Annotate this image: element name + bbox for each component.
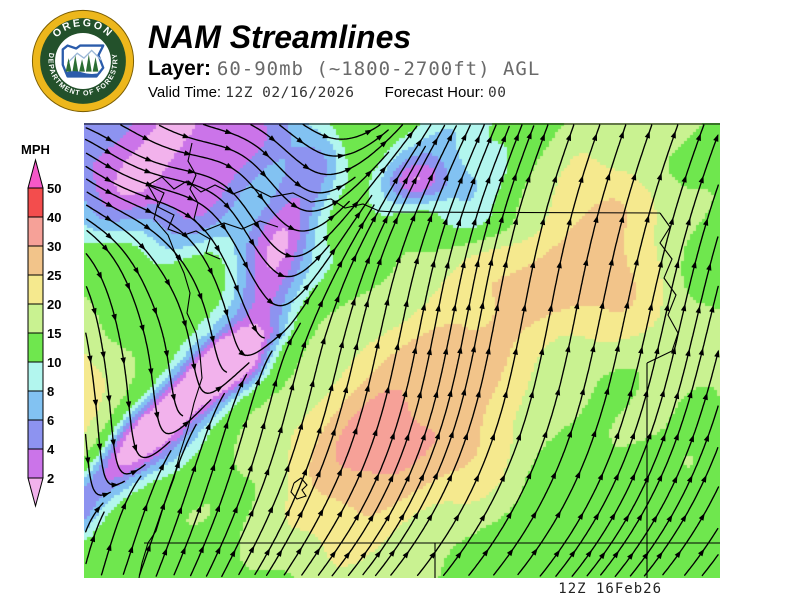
streamline [84, 433, 111, 496]
streamline [416, 124, 575, 576]
legend-tick-label: 20 [47, 297, 61, 312]
streamline [442, 124, 601, 576]
legend-tick-label: 30 [47, 239, 61, 254]
legend-tick-label: 25 [47, 268, 61, 283]
legend-segment [27, 303, 44, 334]
page-title: NAM Streamlines [148, 19, 412, 55]
streamlines-layer [84, 123, 720, 578]
legend-segment [27, 390, 44, 421]
streamline [586, 236, 719, 577]
legend-units: MPH [21, 142, 50, 157]
legend-tick-label: 50 [47, 181, 61, 196]
streamline [374, 125, 535, 577]
streamline [301, 124, 471, 576]
legend-tick-label: 15 [47, 326, 61, 341]
legend-tick-label: 10 [47, 355, 61, 370]
valid-time-label: Valid Time: [148, 84, 222, 101]
boundary-lines [84, 123, 720, 578]
streamline [250, 124, 404, 176]
streamline [701, 554, 719, 577]
valid-time-value: 12Z 02/16/2026 [225, 85, 355, 101]
forecast-hour-label: Forecast Hour: [384, 84, 484, 101]
header: OREGON DEPARTMENT OF FORESTRY NAM Stream… [0, 0, 800, 123]
legend-tick-label: 6 [47, 413, 54, 428]
streamline [100, 475, 142, 576]
legend-segment [27, 274, 44, 305]
legend-segment [27, 245, 44, 276]
streamline [86, 230, 212, 435]
legend-arrow-bottom [27, 477, 44, 508]
layer-line: Layer: 60-90mb (~1800-2700ft) AGL [148, 57, 540, 81]
streamline [362, 124, 523, 576]
streamline [493, 124, 653, 576]
streamline [283, 125, 457, 576]
streamline [202, 123, 356, 194]
streamline [122, 450, 172, 575]
streamline [390, 124, 549, 576]
legend-tick-label: 2 [47, 471, 54, 486]
streamline-paths [84, 123, 720, 578]
streamline-map [84, 123, 720, 578]
streamline [86, 191, 228, 373]
streamline [120, 124, 350, 232]
forecast-hour-value: 00 [488, 85, 507, 101]
time-line: Valid Time: 12Z 02/16/2026 Forecast Hour… [148, 84, 540, 101]
legend-segment [27, 361, 44, 392]
layer-value: 60-90mb (~1800-2700ft) AGL [216, 58, 541, 80]
streamline [317, 124, 485, 576]
streamline [555, 135, 719, 577]
streamline [254, 145, 426, 576]
legend-arrow-top [27, 158, 44, 189]
streamline [85, 511, 105, 565]
streamline [85, 165, 265, 339]
map-timestamp: 12Z 16Feb26 [558, 581, 662, 597]
streamline [517, 124, 679, 576]
streamline [629, 405, 719, 577]
streamline [265, 124, 446, 576]
streamline [158, 124, 390, 212]
layer-label: Layer: [148, 57, 212, 80]
legend-tick-label: 4 [47, 442, 55, 457]
streamline [238, 124, 432, 576]
streamline [331, 124, 497, 577]
streamline [279, 124, 389, 157]
streamline [205, 322, 301, 577]
streamline [614, 350, 719, 578]
legend-tick-label: 8 [47, 384, 54, 399]
wind-speed-legend: MPH 50 40 30 25 20 15 10 8 6 4 2 [14, 140, 80, 520]
odf-logo: OREGON DEPARTMENT OF FORESTRY [31, 9, 135, 113]
legend-segment [27, 187, 44, 218]
streamline [85, 502, 104, 533]
streamline-arrowheads [85, 128, 720, 560]
streamline [85, 286, 146, 475]
legend-tick-label: 40 [47, 210, 61, 225]
streamline [85, 204, 250, 394]
legend-segment [27, 216, 44, 247]
streamline [173, 373, 248, 576]
streamline [84, 138, 330, 278]
legend-segment [27, 419, 44, 450]
logo-oregon-emblem [61, 44, 105, 78]
streamline [86, 218, 184, 417]
legend-segment [27, 332, 44, 363]
legend-segment [27, 448, 44, 479]
streamline [539, 124, 705, 577]
streamline [468, 124, 627, 576]
streamline [347, 125, 510, 576]
streamline [662, 486, 720, 576]
